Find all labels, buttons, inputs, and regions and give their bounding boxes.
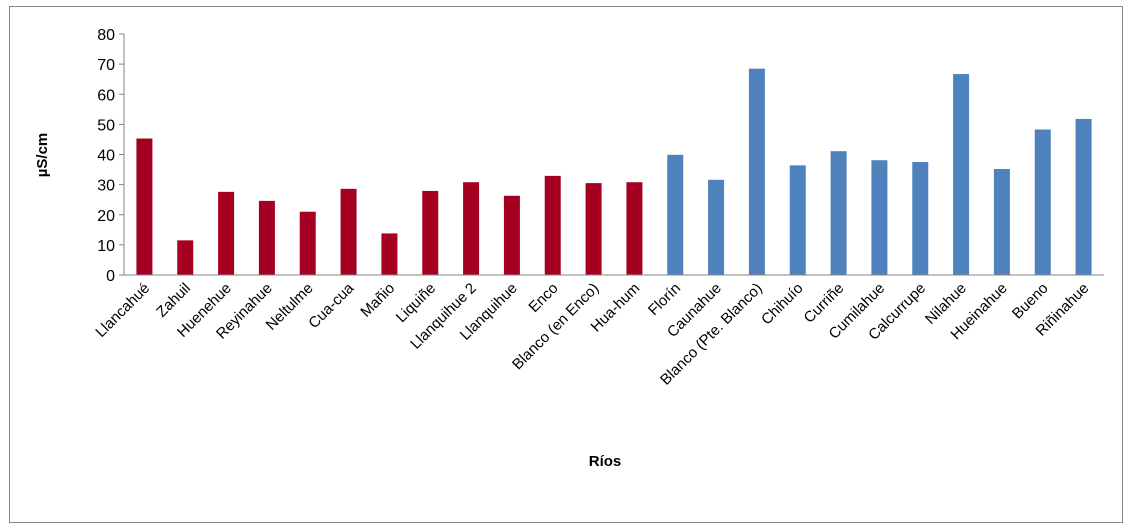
- bar: [258, 200, 275, 275]
- bars: [136, 68, 1092, 275]
- bar: [626, 182, 643, 275]
- y-tick-label: 70: [97, 57, 115, 74]
- bar: [340, 188, 357, 275]
- bar: [789, 165, 806, 275]
- bar: [748, 68, 765, 275]
- bar: [503, 195, 520, 275]
- y-tick-label: 0: [106, 268, 115, 285]
- bar: [177, 240, 194, 275]
- x-tick-label: Florín: [645, 280, 684, 319]
- bar: [544, 175, 561, 275]
- bar: [463, 182, 480, 275]
- bar: [912, 162, 929, 275]
- x-tick-label: Llancahué: [92, 280, 153, 341]
- y-tick-label: 50: [97, 117, 115, 134]
- bar: [1034, 129, 1051, 275]
- y-tick-label: 20: [97, 208, 115, 225]
- bar: [871, 160, 888, 275]
- bar: [299, 211, 316, 275]
- y-tick-label: 10: [97, 238, 115, 255]
- chart-frame: [9, 6, 1123, 523]
- y-tick-label: 80: [97, 27, 115, 44]
- bar: [422, 190, 439, 275]
- y-tick-label: 60: [97, 87, 115, 104]
- y-axis-title: µS/cm: [34, 133, 51, 178]
- bar: [585, 183, 602, 275]
- bar: [667, 154, 684, 275]
- bar: [993, 168, 1010, 275]
- bar: [953, 74, 970, 275]
- x-tick-label: Chihuío: [758, 280, 807, 329]
- x-axis-labels: Llancahué ZahuilHuenehueReyinahueNeltulme…: [92, 279, 1092, 388]
- y-tick-label: 30: [97, 178, 115, 195]
- y-axis-ticks: 0 10 20 30 40 50 60 70 80: [97, 27, 124, 285]
- x-tick-label: Enco: [525, 280, 561, 316]
- y-tick-label: 40: [97, 148, 115, 165]
- bar: [381, 233, 398, 275]
- bar: [1075, 118, 1092, 275]
- bar: [218, 191, 235, 275]
- bar: [830, 151, 847, 275]
- bar: [708, 179, 725, 275]
- x-tick-label: Cua-cua: [305, 279, 358, 332]
- bar: [136, 138, 153, 275]
- x-axis-title: Ríos: [589, 453, 622, 470]
